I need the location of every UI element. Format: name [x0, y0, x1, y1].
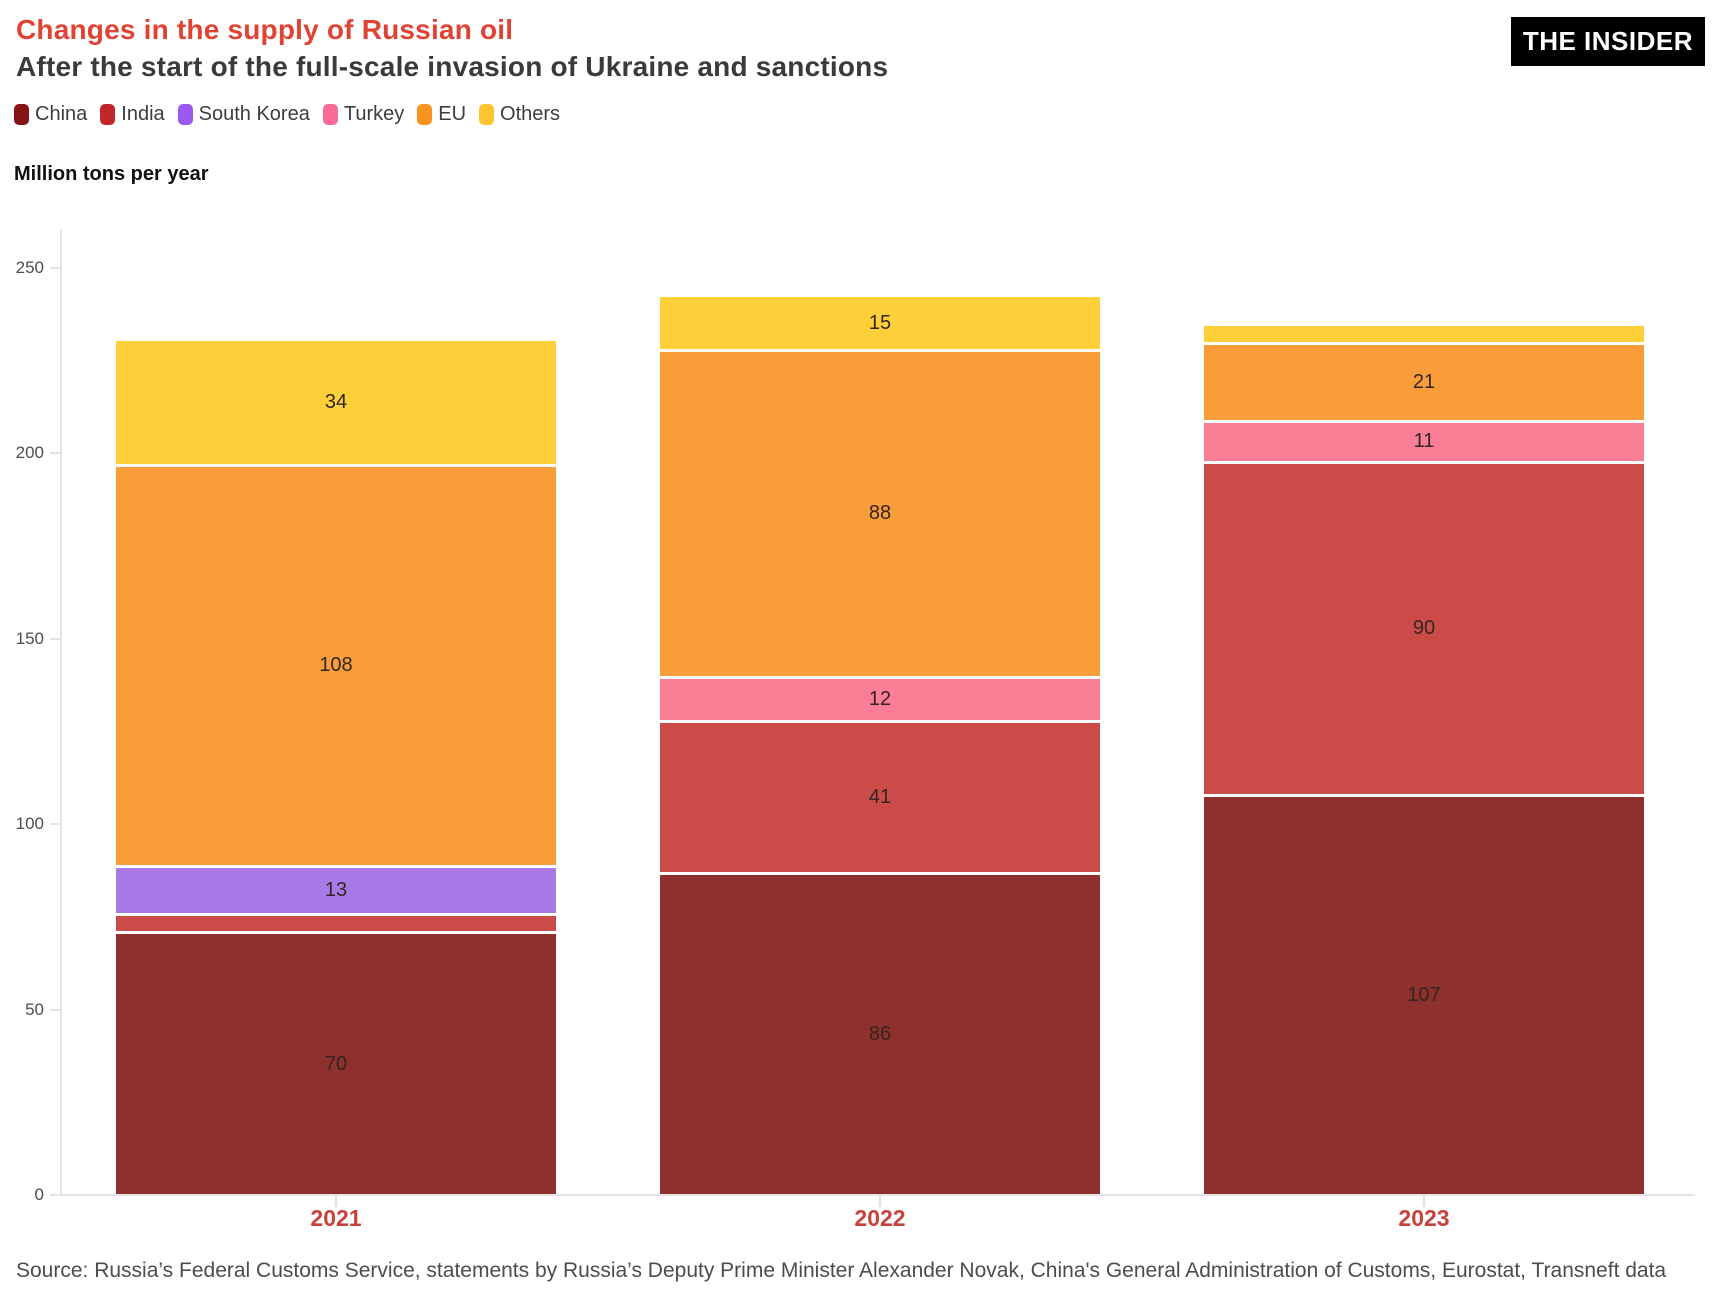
brand-logo: THE INSIDER	[1510, 17, 1705, 66]
bar-segment-value: 11	[1413, 430, 1435, 453]
y-axis-tick	[50, 1008, 60, 1011]
y-axis-tick	[50, 823, 60, 826]
y-axis-tick-label: 100	[15, 814, 44, 834]
bar-segment-turkey: 12	[660, 678, 1100, 724]
bar-segment-value: 34	[324, 391, 348, 414]
y-axis-tick	[50, 637, 60, 640]
y-axis-tick	[50, 1194, 60, 1196]
y-axis-tick-label: 250	[15, 258, 44, 277]
legend-swatch-icon	[479, 104, 495, 125]
legend-item-india: India	[100, 103, 165, 126]
bar-segment-value: 107	[1407, 984, 1441, 1007]
legend: China India South Korea Turkey EU Others	[14, 103, 573, 126]
legend-label: Turkey	[343, 103, 405, 125]
legend-item-turkey: Turkey	[322, 103, 405, 126]
x-axis-year-label: 2022	[854, 1205, 906, 1231]
legend-item-eu: EU	[417, 103, 466, 126]
y-axis-tick	[50, 452, 60, 455]
bar-segment-others: 15	[660, 296, 1100, 353]
y-axis-tick-label: 150	[15, 628, 44, 648]
x-axis-year-label: 2023	[1398, 1205, 1450, 1231]
legend-swatch-icon	[417, 104, 433, 125]
bar-segment-value: 13	[324, 878, 348, 901]
x-axis-tick	[879, 1196, 881, 1207]
bar-segment-turkey: 11	[1204, 422, 1644, 464]
y-axis-tick-label: 50	[25, 999, 44, 1019]
legend-item-china: China	[14, 103, 87, 126]
bar-column-2023: 107 90 11 21	[1204, 326, 1644, 1194]
y-axis-tick-label: 0	[34, 1185, 44, 1204]
legend-label: India	[121, 103, 165, 125]
y-axis-title: Million tons per year	[14, 163, 209, 185]
y-axis-tick-label: 200	[15, 443, 44, 463]
x-axis-line	[60, 1194, 1695, 1196]
x-axis-tick	[335, 1196, 337, 1207]
bar-segment-value: 70	[324, 1052, 348, 1075]
bar-segment-india: 90	[1204, 463, 1644, 798]
page-subtitle: After the start of the full-scale invasi…	[16, 51, 889, 82]
x-axis-year-label: 2021	[310, 1205, 362, 1231]
x-axis-tick	[1423, 1196, 1425, 1207]
bar-column-2022: 86 41 12 88 15	[660, 296, 1100, 1194]
bar-segment-value: 15	[868, 311, 892, 334]
bar-segment-value: 21	[1412, 370, 1436, 393]
legend-swatch-icon	[322, 104, 338, 125]
bar-segment-china: 86	[660, 875, 1100, 1194]
legend-swatch-icon	[177, 104, 193, 125]
bar-column-2021: 70 13 108 34	[116, 341, 556, 1194]
legend-item-others: Others	[479, 103, 560, 126]
bar-segment-india	[116, 915, 556, 935]
legend-item-south-korea: South Korea	[177, 103, 310, 126]
bar-segment-value: 12	[868, 687, 892, 710]
bar-segment-eu: 21	[1204, 344, 1644, 423]
bar-segment-eu: 88	[660, 352, 1100, 679]
legend-label: South Korea	[198, 103, 310, 125]
page-title: Changes in the supply of Russian oil	[16, 14, 514, 45]
bar-segment-value: 41	[868, 786, 892, 809]
bar-segment-value: 108	[319, 654, 353, 677]
bar-segment-others: 34	[116, 341, 556, 468]
y-axis-tick	[50, 267, 60, 269]
bar-segment-eu: 108	[116, 467, 556, 868]
bar-segment-china: 107	[1204, 797, 1644, 1194]
legend-label: China	[35, 103, 88, 125]
bar-segment-india: 41	[660, 723, 1100, 876]
y-axis-line	[60, 230, 62, 1196]
bar-segment-value: 88	[868, 502, 892, 525]
legend-swatch-icon	[100, 104, 116, 125]
legend-label: EU	[438, 103, 467, 125]
legend-swatch-icon	[14, 104, 29, 125]
bar-segment-south-korea: 13	[116, 867, 556, 916]
bar-segment-value: 90	[1412, 617, 1436, 640]
bar-segment-china: 70	[116, 934, 556, 1194]
bar-segment-value: 86	[868, 1023, 892, 1046]
legend-label: Others	[500, 103, 561, 125]
source-note: Source: Russia’s Federal Customs Service…	[16, 1259, 1667, 1282]
bar-segment-others	[1204, 326, 1644, 345]
